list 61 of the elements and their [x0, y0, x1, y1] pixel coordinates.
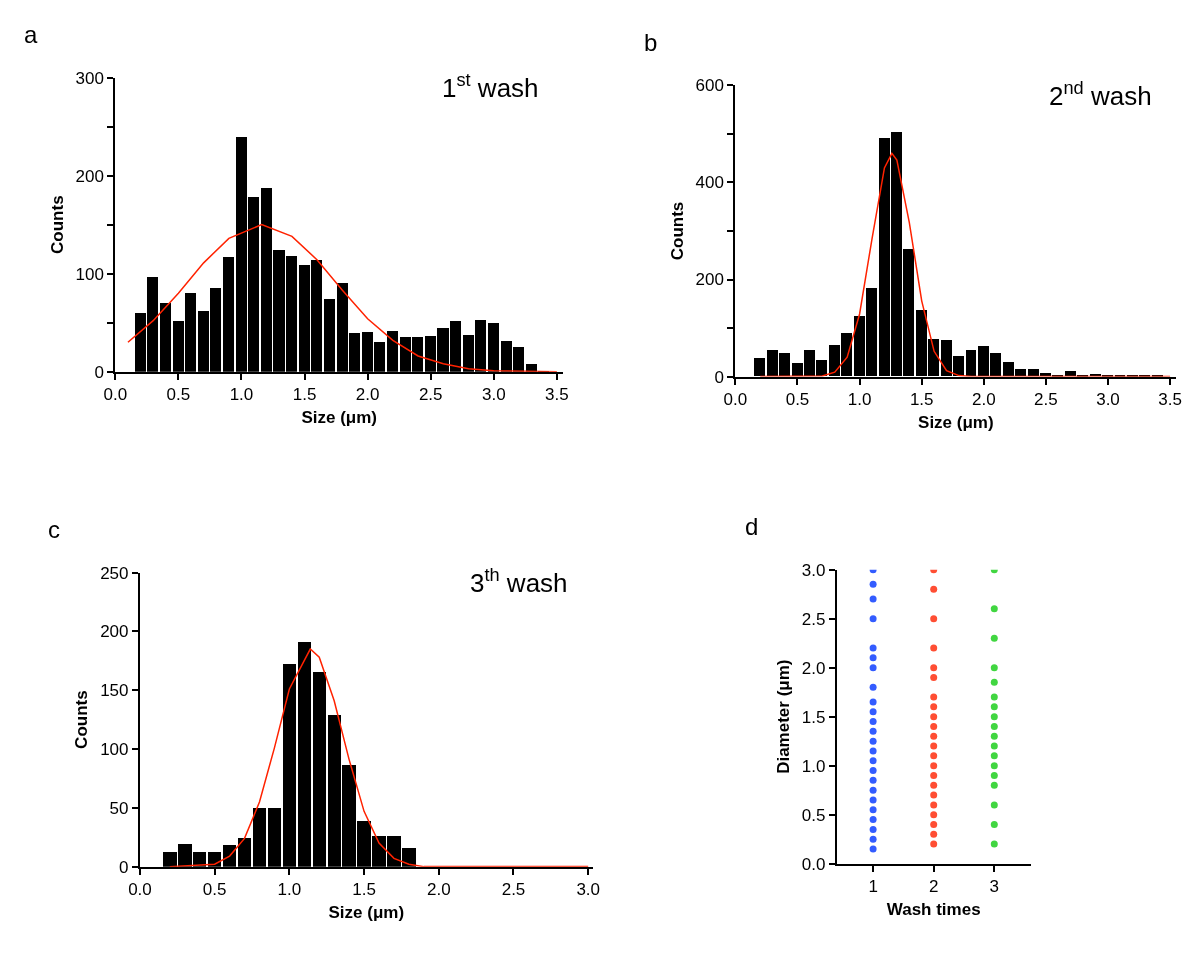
y-tick-label: 0.5: [801, 805, 826, 825]
x-tick-label: 0.0: [723, 389, 748, 409]
y-tick-label: 0: [714, 367, 724, 387]
y-tick-label: 150: [100, 681, 129, 701]
y-tick-label: 600: [695, 76, 724, 96]
y-tick-label: 0: [119, 857, 129, 877]
x-tick-label: 1.0: [277, 880, 302, 900]
y-tick-label: 0.0: [801, 854, 826, 874]
y-axis-title: Counts: [72, 690, 92, 749]
y-axis-title: Counts: [47, 195, 67, 254]
y-tick-label: 200: [695, 270, 724, 290]
y-tick-label: 1.5: [801, 707, 826, 727]
x-tick-label: 2.0: [426, 880, 451, 900]
x-axis-title: Size (μm): [918, 412, 994, 432]
y-tick-label: 50: [109, 798, 129, 818]
x-tick-label: 0.5: [202, 880, 227, 900]
text: a: [24, 21, 38, 48]
x-tick-label: 1.5: [909, 389, 934, 409]
x-tick-label: 1: [868, 877, 878, 897]
y-tick-label: 200: [75, 166, 104, 186]
x-tick-label: 1.5: [352, 880, 376, 900]
y-tick-label: 200: [100, 622, 129, 642]
x-tick-label: 0.0: [128, 880, 152, 900]
x-tick-label: 3.5: [545, 385, 569, 405]
x-tick-label: 2.5: [418, 385, 443, 405]
x-tick-label: 2.5: [1034, 389, 1058, 409]
x-axis-title: Wash times: [886, 899, 981, 919]
x-tick-label: 2.5: [501, 880, 526, 900]
x-axis-title: Size (μm): [301, 407, 378, 427]
text: b: [644, 29, 658, 56]
x-tick-label: 3.0: [576, 880, 601, 900]
y-axis-title: Diameter (μm): [773, 659, 793, 774]
chart-title: 3$^{th}$ wash: [470, 565, 568, 598]
x-tick-label: 3.0: [481, 385, 506, 405]
y-tick-label: 3.0: [801, 560, 826, 580]
y-tick-label: 2.0: [801, 658, 826, 678]
text: c: [48, 516, 60, 543]
x-tick-label: 3.0: [1096, 389, 1120, 409]
x-axis-title: Size (μm): [328, 902, 405, 922]
x-tick-label: 2: [928, 877, 939, 897]
x-tick-label: 0.5: [785, 389, 810, 409]
x-tick-label: 3: [989, 877, 1000, 897]
x-tick-label: 2.0: [355, 385, 380, 405]
text: d: [745, 513, 759, 540]
y-tick-label: 400: [695, 173, 724, 193]
x-tick-label: 1.0: [229, 385, 254, 405]
chart-title: 2$^{nd}$ wash: [1049, 78, 1152, 111]
y-tick-label: 100: [75, 264, 104, 284]
y-tick-label: 300: [75, 68, 104, 88]
y-tick-label: 250: [100, 563, 129, 583]
x-tick-label: 3.5: [1158, 389, 1182, 409]
x-tick-label: 1.5: [292, 385, 317, 405]
x-tick-label: 0.5: [166, 385, 191, 405]
x-tick-label: 1.0: [847, 389, 872, 409]
y-tick-label: 1.0: [801, 756, 826, 776]
y-tick-label: 0: [94, 362, 104, 382]
chart-title: 1$^{st}$ wash: [442, 70, 539, 103]
y-tick-label: 100: [100, 739, 129, 759]
y-tick-label: 2.5: [801, 609, 826, 629]
y-axis-title: Counts: [667, 201, 687, 261]
x-tick-label: 2.0: [971, 389, 996, 409]
